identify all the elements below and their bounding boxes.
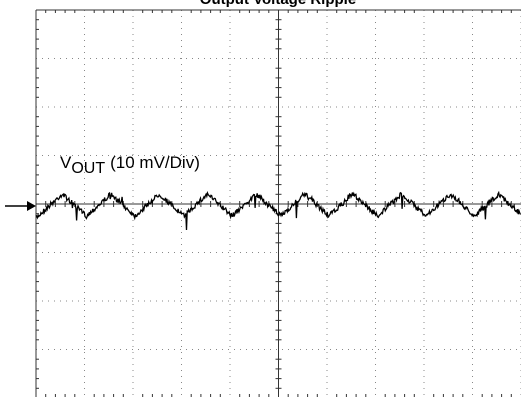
trace-label: VOUT (10 mV/Div) <box>60 153 200 177</box>
graticule <box>35 9 521 397</box>
arrow-head <box>27 201 36 211</box>
chart-title: Output Voltage Ripple <box>200 0 356 8</box>
ground-arrow <box>5 201 36 211</box>
trace-label-main: V <box>60 153 72 172</box>
trace-label-subscript: OUT <box>71 160 105 177</box>
waveform <box>35 190 521 231</box>
trace-label-scale: (10 mV/Div) <box>110 153 200 172</box>
